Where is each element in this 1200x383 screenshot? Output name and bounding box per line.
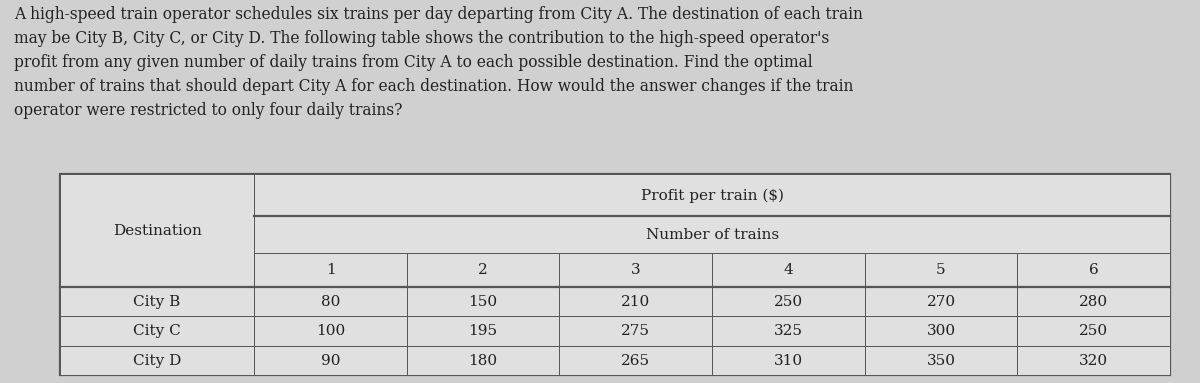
Bar <box>407 287 559 316</box>
Text: 210: 210 <box>622 295 650 309</box>
Text: 275: 275 <box>622 324 650 338</box>
Bar <box>254 346 407 375</box>
Bar <box>60 316 254 346</box>
Text: 6: 6 <box>1088 263 1098 277</box>
Bar <box>712 253 865 287</box>
Text: 180: 180 <box>469 354 498 368</box>
Bar <box>60 174 254 287</box>
Text: 250: 250 <box>774 295 803 309</box>
Bar <box>60 174 1170 375</box>
Text: 250: 250 <box>1079 324 1109 338</box>
Text: City B: City B <box>133 295 181 309</box>
Bar <box>254 287 407 316</box>
Text: 100: 100 <box>316 324 346 338</box>
Bar <box>712 316 865 346</box>
Text: Destination: Destination <box>113 224 202 237</box>
Text: 3: 3 <box>631 263 641 277</box>
Text: City C: City C <box>133 324 181 338</box>
Text: 320: 320 <box>1079 354 1109 368</box>
Bar <box>865 316 1018 346</box>
Text: 5: 5 <box>936 263 946 277</box>
Bar <box>60 287 254 316</box>
Text: 1: 1 <box>325 263 336 277</box>
Bar <box>865 253 1018 287</box>
Text: 325: 325 <box>774 324 803 338</box>
Text: 90: 90 <box>320 354 341 368</box>
Text: 280: 280 <box>1079 295 1109 309</box>
Text: City D: City D <box>133 354 181 368</box>
Bar <box>1018 287 1170 316</box>
Text: A high-speed train operator schedules six trains per day departing from City A. : A high-speed train operator schedules si… <box>14 6 863 119</box>
Bar <box>559 253 712 287</box>
Text: 150: 150 <box>469 295 498 309</box>
Bar <box>559 287 712 316</box>
Bar <box>254 174 1170 216</box>
Bar <box>1018 316 1170 346</box>
Text: 300: 300 <box>926 324 955 338</box>
Bar <box>407 253 559 287</box>
Bar <box>254 253 407 287</box>
Text: 4: 4 <box>784 263 793 277</box>
Text: 80: 80 <box>320 295 341 309</box>
Bar <box>1018 253 1170 287</box>
Bar <box>712 346 865 375</box>
Bar <box>865 346 1018 375</box>
Text: 195: 195 <box>469 324 498 338</box>
Bar <box>865 287 1018 316</box>
Text: 310: 310 <box>774 354 803 368</box>
Text: 270: 270 <box>926 295 955 309</box>
Bar <box>407 316 559 346</box>
Text: 2: 2 <box>479 263 488 277</box>
Bar <box>712 287 865 316</box>
Text: 350: 350 <box>926 354 955 368</box>
Bar <box>254 316 407 346</box>
Bar <box>1018 346 1170 375</box>
Text: Number of trains: Number of trains <box>646 228 779 242</box>
Bar <box>559 346 712 375</box>
Bar <box>407 346 559 375</box>
Bar <box>60 346 254 375</box>
Bar <box>559 316 712 346</box>
Text: Profit per train ($): Profit per train ($) <box>641 188 784 203</box>
Text: 265: 265 <box>622 354 650 368</box>
Bar <box>254 216 1170 253</box>
